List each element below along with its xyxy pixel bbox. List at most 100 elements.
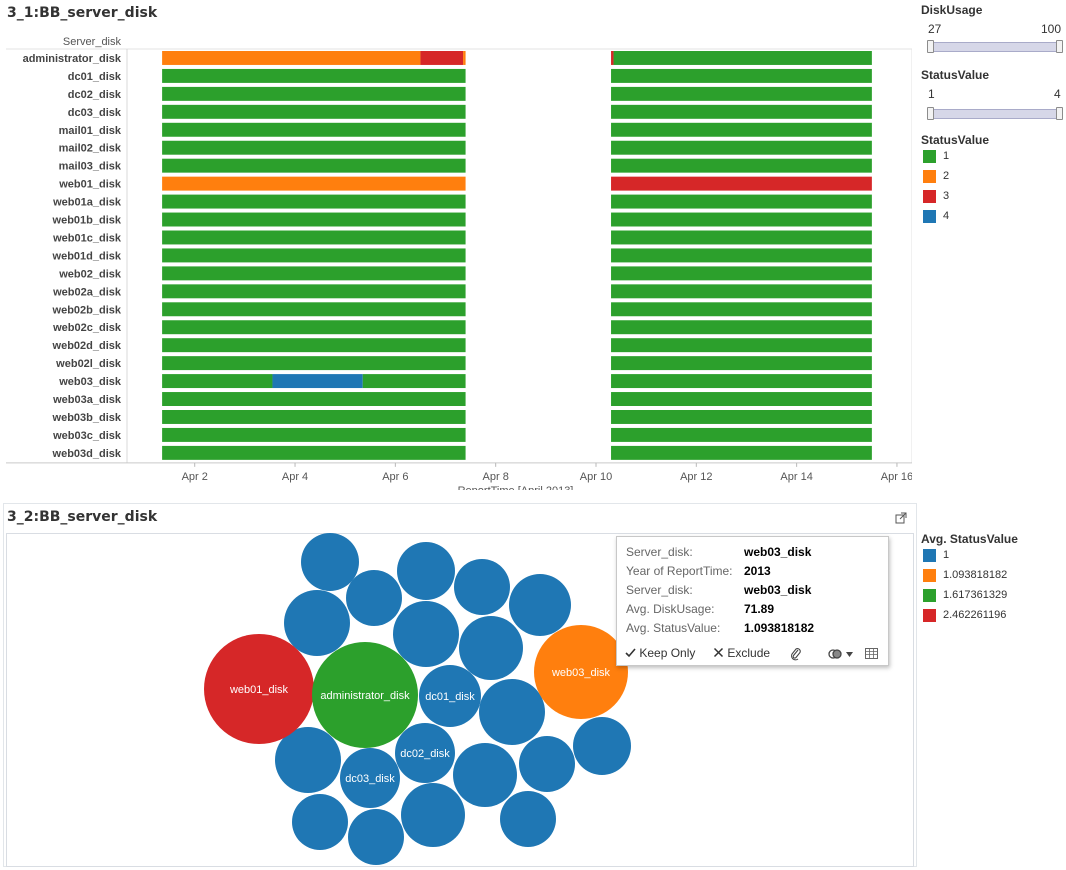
disk-bubble[interactable]: [419, 665, 481, 727]
disk-bubble[interactable]: [479, 679, 545, 745]
status-legend-item[interactable]: 3: [923, 190, 1063, 204]
server-disk-label: web01b_disk: [52, 215, 122, 227]
gantt-bar[interactable]: [162, 392, 466, 406]
gantt-bar[interactable]: [162, 338, 466, 353]
gantt-bar[interactable]: [611, 176, 872, 191]
disk-usage-slider[interactable]: [927, 40, 1063, 53]
gantt-bar[interactable]: [611, 427, 872, 442]
gantt-bar[interactable]: [611, 392, 872, 406]
gantt-bar[interactable]: [611, 104, 872, 119]
disk-bubble[interactable]: [509, 574, 571, 636]
disk-bubble[interactable]: [301, 533, 359, 591]
gantt-bar[interactable]: [611, 230, 872, 245]
gantt-bar[interactable]: [162, 122, 466, 137]
gantt-bar[interactable]: [162, 158, 466, 173]
gantt-bar[interactable]: [162, 320, 466, 335]
gantt-bar[interactable]: [162, 68, 466, 83]
gantt-bar[interactable]: [611, 302, 872, 317]
gantt-bar[interactable]: [162, 302, 466, 317]
disk-bubble[interactable]: [519, 736, 575, 792]
popout-icon[interactable]: [895, 512, 907, 524]
avg-status-legend-item[interactable]: 1.617361329: [923, 589, 1063, 603]
gantt-bar[interactable]: [611, 140, 872, 155]
gantt-bar[interactable]: [611, 68, 872, 83]
bubble-chart[interactable]: web01_disk administrator_disk web03_diskdc…: [0, 510, 912, 870]
status-legend-item[interactable]: 2: [923, 170, 1063, 184]
disk-bubble[interactable]: [393, 601, 459, 667]
gantt-bar[interactable]: [613, 51, 872, 65]
avg-status-legend-item[interactable]: 2.462261196: [923, 609, 1063, 623]
keep-only-button[interactable]: Keep Only: [625, 646, 695, 660]
disk-bubble[interactable]: [204, 634, 314, 744]
disk-bubble[interactable]: [275, 727, 341, 793]
status-value-slider-high-handle[interactable]: [1056, 107, 1063, 120]
gantt-bar[interactable]: [611, 374, 872, 389]
disk-bubble[interactable]: [397, 542, 455, 600]
gantt-bar[interactable]: [362, 374, 466, 389]
gantt-bar[interactable]: [611, 158, 872, 173]
server-disk-label: web01_disk: [58, 179, 122, 191]
gantt-bar[interactable]: [611, 338, 872, 353]
gantt-bar[interactable]: [272, 374, 363, 389]
gantt-bar[interactable]: [611, 122, 872, 137]
gantt-bar[interactable]: [162, 266, 466, 281]
disk-bubble[interactable]: [401, 783, 465, 847]
gantt-bar[interactable]: [611, 410, 872, 424]
gantt-bar[interactable]: [162, 51, 421, 65]
avg-status-legend-item[interactable]: 1.093818182: [923, 569, 1063, 583]
status-legend-item[interactable]: 4: [923, 210, 1063, 224]
gantt-bar[interactable]: [162, 410, 466, 424]
gantt-bar[interactable]: [611, 194, 872, 209]
gantt-bar[interactable]: [162, 176, 466, 191]
gantt-bar[interactable]: [611, 212, 872, 227]
paperclip-icon[interactable]: [790, 647, 802, 661]
group-icon[interactable]: [828, 647, 842, 661]
gantt-bar[interactable]: [611, 445, 872, 460]
status-value-slider-low-handle[interactable]: [927, 107, 934, 120]
gantt-bar[interactable]: [611, 284, 872, 299]
disk-bubble[interactable]: [346, 570, 402, 626]
gantt-chart[interactable]: Server_disk administrator_disk dc01_diskdc…: [0, 0, 912, 490]
gantt-bar[interactable]: [420, 51, 464, 65]
disk-bubble[interactable]: [292, 794, 348, 850]
gantt-bar[interactable]: [611, 356, 872, 371]
gantt-bar[interactable]: [611, 51, 614, 65]
dropdown-icon[interactable]: [846, 652, 853, 658]
disk-bubble[interactable]: [534, 625, 628, 719]
gantt-bar[interactable]: [611, 266, 872, 281]
gantt-bar[interactable]: [611, 86, 872, 101]
disk-bubble[interactable]: [573, 717, 631, 775]
gantt-bar[interactable]: [611, 320, 872, 335]
gantt-bar[interactable]: [162, 356, 466, 371]
gantt-bar[interactable]: [611, 248, 872, 263]
disk-bubble[interactable]: [395, 723, 455, 783]
status-value-slider[interactable]: [927, 107, 1063, 120]
gantt-bar[interactable]: [162, 104, 466, 119]
disk-bubble[interactable]: [500, 791, 556, 847]
disk-bubble[interactable]: [454, 559, 510, 615]
disk-usage-slider-low-handle[interactable]: [927, 40, 934, 53]
gantt-bar[interactable]: [162, 212, 466, 227]
disk-bubble[interactable]: [340, 748, 400, 808]
gantt-bar[interactable]: [162, 194, 466, 209]
disk-bubble[interactable]: [312, 642, 418, 748]
disk-bubble[interactable]: [284, 590, 350, 656]
status-legend-item[interactable]: 1: [923, 150, 1063, 164]
disk-bubble[interactable]: [453, 743, 517, 807]
gantt-bar[interactable]: [162, 284, 466, 299]
server-disk-label: web02c_disk: [52, 322, 122, 334]
gantt-bar[interactable]: [162, 140, 466, 155]
gantt-bar[interactable]: [162, 374, 273, 389]
gantt-bar[interactable]: [162, 230, 466, 245]
disk-bubble[interactable]: [459, 616, 523, 680]
gantt-bar[interactable]: [162, 86, 466, 101]
gantt-bar[interactable]: [162, 248, 466, 263]
disk-bubble[interactable]: [348, 809, 404, 865]
gantt-bar[interactable]: [162, 427, 466, 442]
exclude-button[interactable]: Exclude: [713, 646, 770, 660]
gantt-bar[interactable]: [463, 51, 466, 65]
view-data-icon[interactable]: [865, 648, 878, 659]
disk-usage-slider-high-handle[interactable]: [1056, 40, 1063, 53]
avg-status-legend-item[interactable]: 1: [923, 549, 1063, 563]
gantt-bar[interactable]: [162, 445, 466, 460]
